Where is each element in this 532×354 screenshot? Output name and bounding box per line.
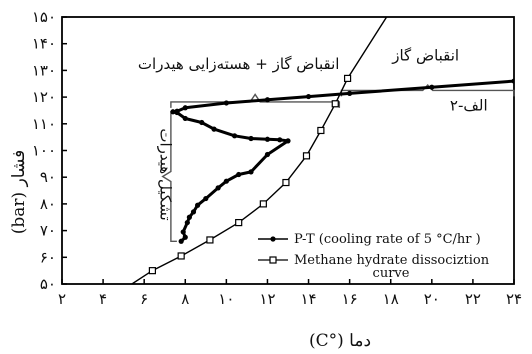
pt-cooling-point (264, 136, 271, 142)
pt-cooling-point (182, 115, 188, 122)
methane-hydrate-point (343, 74, 352, 83)
pt-cooling-point (223, 178, 229, 184)
pt-cooling-point (170, 109, 176, 115)
x-tick-label: ۱۰ (218, 290, 234, 308)
pt-cooling-point (182, 234, 188, 240)
methane-hydrate-point (235, 218, 243, 227)
bracket-horizontal (170, 93, 341, 108)
x-tick-label: ۸ (181, 290, 189, 308)
pt-cooling-point (305, 93, 312, 100)
methane-hydrate-point (148, 267, 156, 275)
y-tick-label: ۸۰ (40, 195, 56, 213)
x-tick-label: ۶ (140, 290, 148, 308)
pt-cooling-point (186, 214, 192, 220)
pt-cooling-point (264, 97, 271, 103)
pt-cooling-point (199, 119, 205, 126)
methane-hydrate-point (206, 236, 214, 244)
pt-cooling-point (248, 135, 254, 142)
methane-hydrate-point (259, 200, 267, 208)
legend-marker-hydrate (269, 256, 277, 264)
x-tick-label: ۱۴ (300, 290, 316, 308)
y-tick-label: ۹۰ (40, 168, 56, 186)
pt-cooling-point (190, 209, 197, 215)
y-tick-label: ۶۰ (40, 248, 56, 266)
y-tick-label: ۱۱۰ (32, 115, 56, 133)
pt-cooling-point (236, 171, 242, 178)
pt-cooling-point (182, 105, 188, 111)
x-tick-label: ۲ (58, 290, 66, 308)
x-tick-label: ۱۲ (259, 290, 275, 308)
pt-cooling-point (178, 238, 184, 244)
pt-cooling-point (195, 202, 201, 208)
methane-hydrate-point (177, 252, 185, 260)
pt-cooling-point (264, 151, 271, 158)
y-tick-label: ۱۴۰ (32, 35, 56, 53)
pt-cooling-point (223, 100, 229, 106)
x-tick-label: ۴ (99, 290, 107, 308)
methane-hydrate-point (331, 100, 339, 108)
y-tick-label: ۱۰۰ (32, 142, 56, 160)
legend-label-pt: P-T (cooling rate of 5 °C/hr ) (294, 232, 481, 247)
series-pt-cooling (170, 78, 514, 244)
y-tick-label: ۱۲۰ (32, 88, 56, 106)
annotation-label: انقباض گاز + هسته‌زایی هیدرات (138, 55, 340, 73)
series-group (131, 17, 514, 284)
legend: P-T (cooling rate of 5 °C/hr ) Methane hy… (258, 232, 490, 281)
pt-cooling-point (174, 109, 180, 116)
pt-cooling-point (184, 219, 190, 226)
pt-cooling-point (511, 78, 514, 84)
x-tick-label: ۱۸ (383, 290, 399, 308)
y-tick-label: ۵۰ (40, 275, 56, 293)
axes: ۲ ۴ ۶ ۸ ۱۰ ۱۲ ۱۴ ۱۶ ۱۸ ۲۰ ۲۲ ۲۴۵۰۶۰۷۰۸۰۹۰۱۰۰۱۱۰۱۲۰۱… (32, 8, 522, 308)
pt-cooling-point (231, 133, 238, 139)
pt-cooling-point (429, 84, 435, 90)
y-tick-label: ۱۵۰ (32, 8, 56, 26)
pt-cooling-point (215, 185, 221, 191)
x-tick-label: ۱۶ (342, 290, 358, 308)
legend-marker-pt (270, 236, 276, 242)
methane-hydrate-point (317, 126, 325, 135)
x-tick-label: ۲۲ (465, 290, 481, 308)
methane-hydrate-line (131, 17, 388, 284)
pt-cooling-point (180, 229, 186, 235)
legend-label-hydrate: Methane hydrate dissociztion (294, 253, 490, 268)
pt-cooling-point (211, 126, 217, 132)
x-tick-label: ۲۴ (506, 290, 522, 308)
y-axis-title: فشار (bar) (9, 150, 29, 235)
x-tick-label: ۲۰ (424, 290, 440, 308)
methane-hydrate-point (302, 152, 311, 160)
y-tick-label: ۷۰ (40, 222, 56, 240)
pt-cooling-point (285, 138, 291, 144)
annotation-label: تشکیل هیدرات (157, 128, 175, 220)
pt-cooling-point (248, 169, 254, 175)
annotation-label: انقباض گاز (391, 46, 459, 64)
annotations: انقباض گاز انقباض گاز + هسته‌زایی هیدرات ا… (138, 46, 488, 220)
pt-cooling-point (347, 90, 353, 96)
x-axis-title: دما (°C) (309, 331, 371, 351)
y-tick-label: ۱۳۰ (32, 61, 56, 79)
methane-hydrate-point (282, 178, 290, 187)
pt-cooling-point (203, 195, 209, 202)
annotation-label: الف-۲ (450, 96, 488, 114)
legend-label-hydrate-cont: curve (373, 266, 410, 281)
pt-cooling-point (277, 137, 283, 143)
series-methane-hydrate-curve (131, 17, 388, 284)
